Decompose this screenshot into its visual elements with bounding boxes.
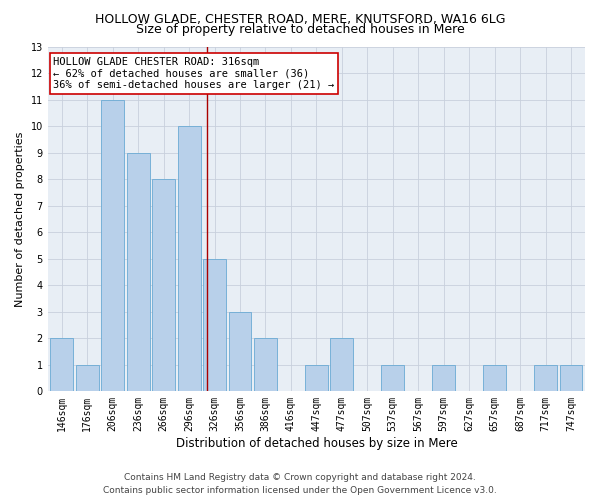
Bar: [483, 365, 506, 392]
X-axis label: Distribution of detached houses by size in Mere: Distribution of detached houses by size …: [176, 437, 457, 450]
Bar: [382, 365, 404, 392]
Bar: [534, 365, 557, 392]
Text: Contains HM Land Registry data © Crown copyright and database right 2024.
Contai: Contains HM Land Registry data © Crown c…: [103, 474, 497, 495]
Bar: [560, 365, 583, 392]
Bar: [76, 365, 99, 392]
Bar: [101, 100, 124, 392]
Bar: [305, 365, 328, 392]
Bar: [127, 152, 149, 392]
Bar: [178, 126, 200, 392]
Bar: [152, 179, 175, 392]
Text: Size of property relative to detached houses in Mere: Size of property relative to detached ho…: [136, 22, 464, 36]
Bar: [229, 312, 251, 392]
Bar: [254, 338, 277, 392]
Y-axis label: Number of detached properties: Number of detached properties: [15, 131, 25, 306]
Bar: [50, 338, 73, 392]
Text: HOLLOW GLADE, CHESTER ROAD, MERE, KNUTSFORD, WA16 6LG: HOLLOW GLADE, CHESTER ROAD, MERE, KNUTSF…: [95, 12, 505, 26]
Bar: [432, 365, 455, 392]
Bar: [203, 258, 226, 392]
Bar: [331, 338, 353, 392]
Text: HOLLOW GLADE CHESTER ROAD: 316sqm
← 62% of detached houses are smaller (36)
36% : HOLLOW GLADE CHESTER ROAD: 316sqm ← 62% …: [53, 57, 334, 90]
